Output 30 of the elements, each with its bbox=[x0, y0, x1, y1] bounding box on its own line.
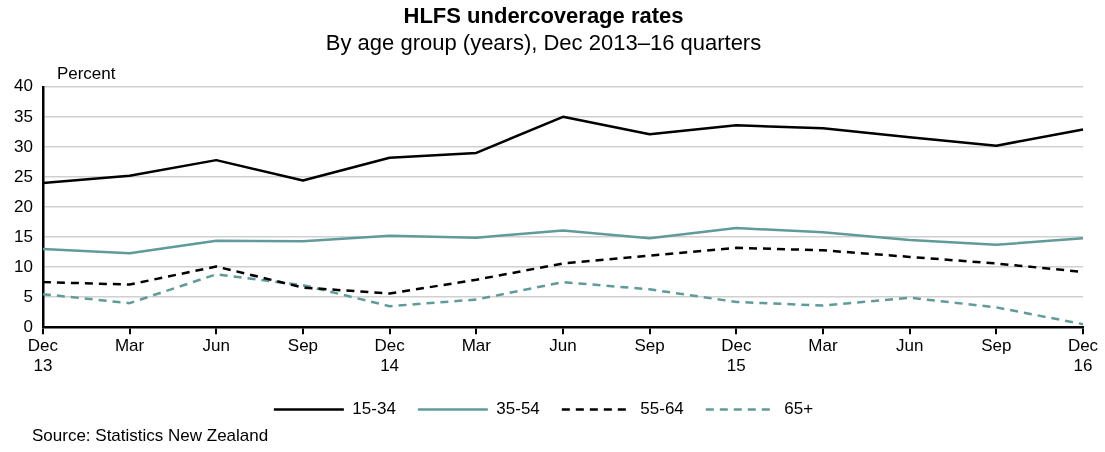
y-tick-label: 20 bbox=[13, 196, 33, 216]
y-tick-label: 40 bbox=[13, 76, 33, 96]
x-tick-label: Sep bbox=[981, 336, 1012, 356]
x-tick-label: Dec 15 bbox=[721, 336, 752, 376]
x-tick-label: Mar bbox=[808, 336, 838, 356]
legend-label: 35-54 bbox=[496, 399, 540, 419]
y-tick-label: 35 bbox=[13, 106, 33, 126]
x-tick-label: Dec 13 bbox=[27, 336, 59, 376]
y-tick-label: 0 bbox=[23, 316, 33, 336]
source-note: Source: Statistics New Zealand bbox=[32, 426, 269, 446]
legend-label: 55-64 bbox=[640, 399, 684, 419]
x-tick-label: Mar bbox=[114, 336, 145, 356]
y-tick-label: 5 bbox=[23, 286, 33, 306]
chart-subtitle: By age group (years), Dec 2013–16 quarters bbox=[325, 29, 762, 55]
x-tick-label: Dec 16 bbox=[1067, 336, 1099, 376]
y-axis-title: Percent bbox=[56, 63, 116, 83]
legend-label: 15-34 bbox=[352, 399, 396, 419]
y-tick-label: 30 bbox=[13, 136, 33, 156]
x-tick-label: Mar bbox=[461, 336, 492, 356]
x-tick-label: Jun bbox=[895, 336, 924, 356]
chart-title: HLFS undercoverage rates bbox=[403, 3, 684, 29]
x-tick-label: Sep bbox=[634, 336, 665, 356]
y-tick-label: 10 bbox=[13, 256, 33, 276]
x-tick-label: Sep bbox=[287, 336, 319, 356]
x-tick-label: Dec 14 bbox=[374, 336, 406, 376]
y-tick-label: 25 bbox=[13, 166, 33, 186]
y-tick-label: 15 bbox=[13, 226, 33, 246]
x-tick-label: Jun bbox=[202, 336, 230, 356]
legend-label: 65+ bbox=[784, 399, 814, 419]
x-tick-label: Jun bbox=[549, 336, 577, 356]
